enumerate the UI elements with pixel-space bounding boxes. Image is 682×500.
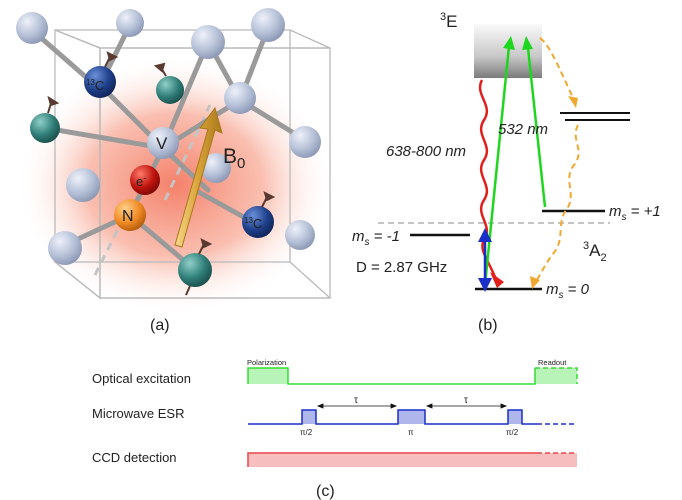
row-label-optical: Optical excitation	[92, 371, 191, 386]
nuclear-spins	[30, 51, 276, 296]
ground-state-label: 3A2	[583, 240, 607, 264]
microwave-arrowhead-bottom	[478, 278, 492, 292]
intersystem-arrowhead	[530, 276, 540, 289]
carbon13-label: 13C	[86, 78, 104, 93]
delay-label-1: τ	[354, 395, 358, 406]
b-field-label: B0	[223, 145, 245, 172]
panel-b-caption: (b)	[478, 317, 498, 334]
emission-wavelength-label: 638-800 nm	[386, 143, 466, 160]
nitrogen-atom	[114, 199, 146, 231]
b-field-arrow	[174, 106, 223, 248]
row-label-ccd: CCD detection	[92, 450, 177, 465]
excited-state-label: 3E	[440, 11, 457, 31]
excitation-arrowhead	[503, 36, 515, 50]
readout-pulse	[535, 368, 577, 384]
nv-crystal-panel: 13C V e- N 13C B0 (a)	[15, 8, 335, 334]
ccd-trace	[247, 452, 537, 467]
pulse-sequence-panel: Optical excitation Microwave ESR CCD det…	[92, 358, 578, 500]
ms-zero-label: ms = 0	[546, 281, 590, 301]
electron-label: e-	[136, 173, 146, 189]
microwave-arrowhead-top	[478, 228, 492, 242]
pi-label: π	[408, 428, 414, 437]
intersystem-arrowhead	[568, 96, 578, 108]
panel-c-caption: (c)	[316, 483, 335, 500]
pi-half-pulse	[508, 410, 522, 424]
vacancy-label: V	[156, 134, 168, 153]
pi-pulse	[398, 410, 425, 424]
carbon13-label: 13C	[244, 216, 262, 231]
panel-a-caption: (a)	[150, 317, 170, 334]
delay-markers	[316, 403, 508, 409]
intersystem-crossing-arrow	[539, 37, 575, 101]
readout-trace	[535, 367, 578, 384]
row-label-microwave: Microwave ESR	[92, 406, 184, 421]
energy-level-panel: 3E 638-800 nm 532 nm ms = +1 ms = -1 ms …	[352, 11, 661, 334]
optical-trace	[247, 367, 536, 385]
electron-spin	[130, 165, 160, 195]
polarization-label: Polarization	[247, 358, 286, 367]
excitation-arrow	[526, 47, 547, 208]
readout-label: Readout	[538, 358, 567, 367]
emission-arrowhead	[490, 272, 504, 288]
ms-minus1-label: ms = -1	[352, 228, 400, 248]
polarization-pulse	[248, 368, 288, 384]
pi-half-label: π/2	[300, 428, 313, 437]
nitrogen-label: N	[122, 208, 134, 225]
pi-half-label: π/2	[506, 428, 519, 437]
delay-label-2: τ	[464, 395, 468, 406]
excitation-arrow	[483, 45, 511, 286]
emission-arrow	[478, 79, 499, 283]
glow-background	[15, 55, 335, 315]
excitation-wavelength-label: 532 nm	[498, 121, 548, 138]
excitation-arrowhead	[522, 36, 533, 50]
vacancy-site	[147, 127, 179, 159]
microwave-trace	[248, 409, 537, 425]
intersystem-crossing-arrow	[534, 124, 580, 284]
ccd-exposure	[248, 453, 577, 467]
pi-half-pulse	[302, 410, 316, 424]
dashed-bond	[93, 224, 122, 276]
ms-plus1-label: ms = +1	[609, 203, 661, 223]
zero-field-splitting-label: D = 2.87 GHz	[356, 259, 447, 276]
